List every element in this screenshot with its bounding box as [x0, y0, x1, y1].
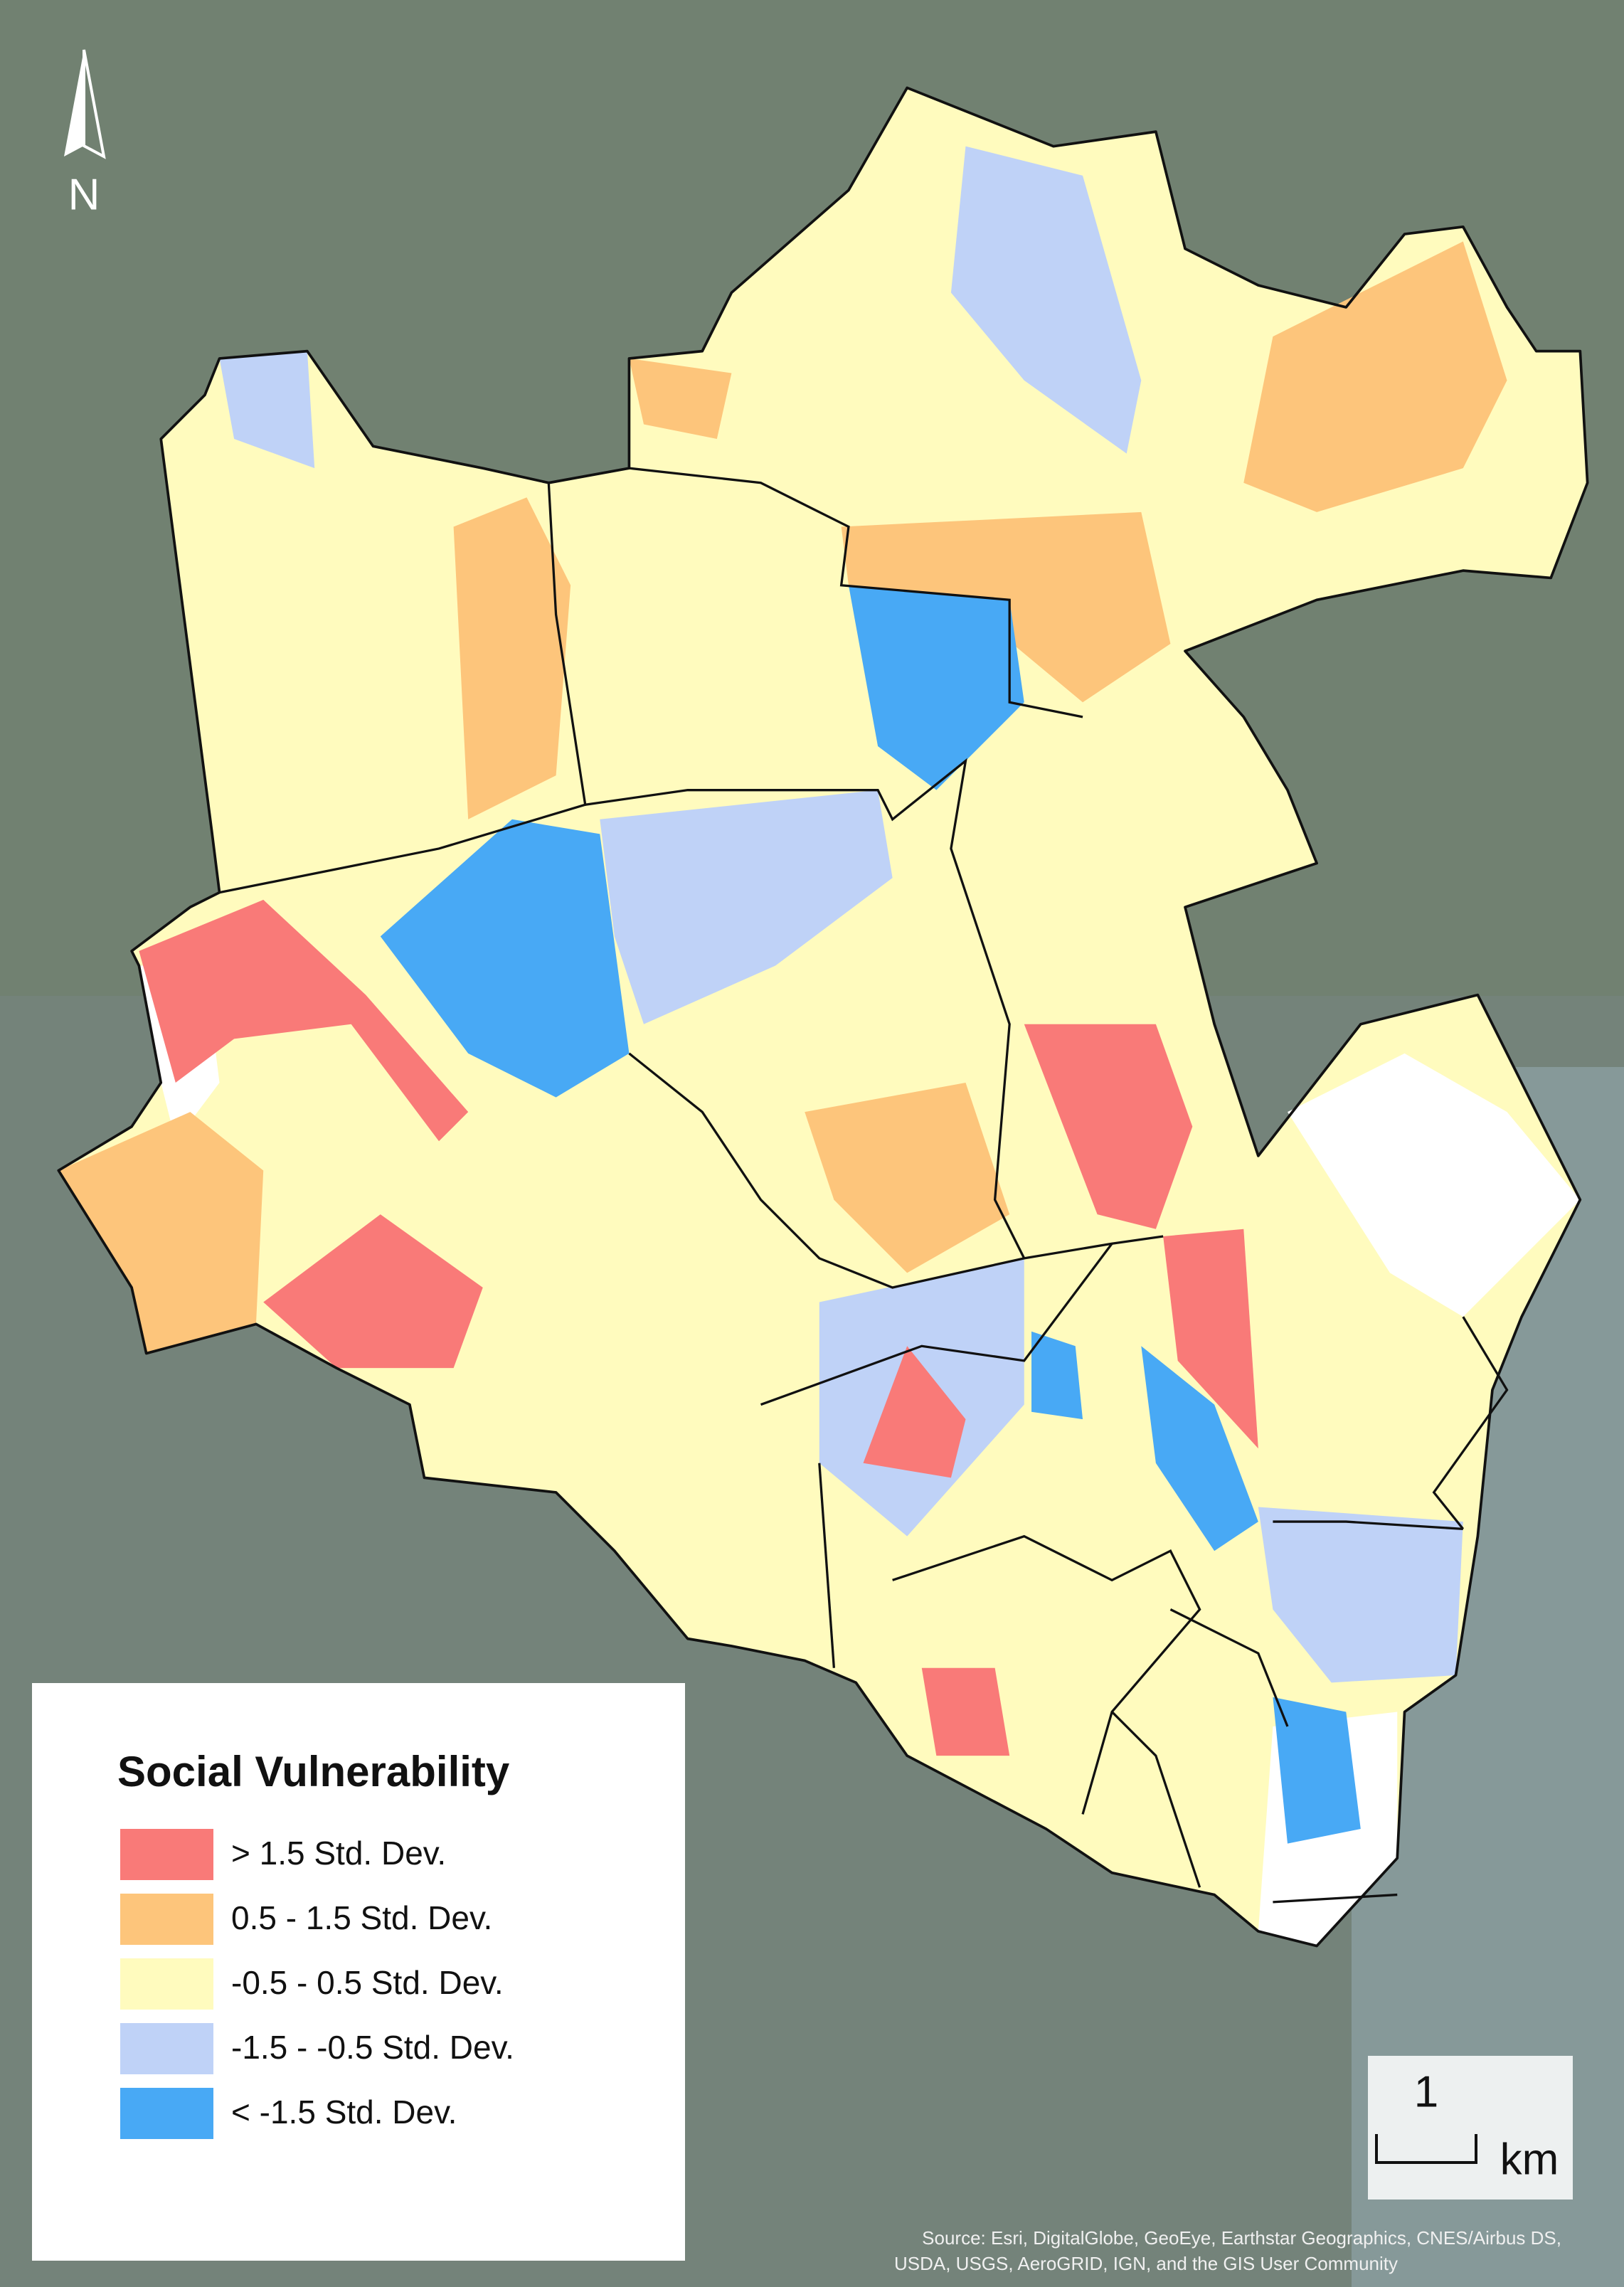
legend-label: 0.5 - 1.5 Std. Dev.	[231, 1899, 492, 1936]
north-label: N	[68, 170, 100, 219]
legend-swatch	[120, 2088, 213, 2139]
legend-label: > 1.5 Std. Dev.	[231, 1835, 446, 1872]
legend-swatch	[120, 1894, 213, 1945]
legend-label: < -1.5 Std. Dev.	[231, 2094, 457, 2131]
region-outline	[57, 86, 1589, 1948]
legend-label: -1.5 - -0.5 Std. Dev.	[231, 2029, 514, 2066]
parish-boundaries	[219, 467, 1509, 1904]
scale-box	[1368, 2056, 1573, 2200]
scale-bar: 1 km	[1368, 2056, 1573, 2200]
scale-unit: km	[1500, 2135, 1559, 2184]
north-arrow: N	[64, 49, 106, 219]
legend-swatch	[120, 1829, 213, 1880]
study-area	[57, 86, 1589, 1948]
legend-label: -0.5 - 0.5 Std. Dev.	[231, 1964, 504, 2001]
vulnerability-patches	[58, 146, 1581, 1946]
north-arrow-left	[64, 50, 84, 156]
legend-swatch	[120, 1958, 213, 2010]
legend: Social Vulnerability > 1.5 Std. Dev. 0.5 …	[32, 1683, 685, 2261]
scale-line	[1375, 2134, 1477, 2164]
scale-value: 1	[1414, 2067, 1438, 2116]
north-arrow-right	[83, 49, 106, 159]
legend-title: Social Vulnerability	[117, 1748, 510, 1795]
attribution: USDA, USGS, AeroGRID, IGN, and the GIS U…	[894, 2253, 1398, 2274]
legend-swatch	[120, 2023, 213, 2074]
attribution: Source: Esri, DigitalGlobe, GeoEye, Eart…	[922, 2227, 1561, 2249]
